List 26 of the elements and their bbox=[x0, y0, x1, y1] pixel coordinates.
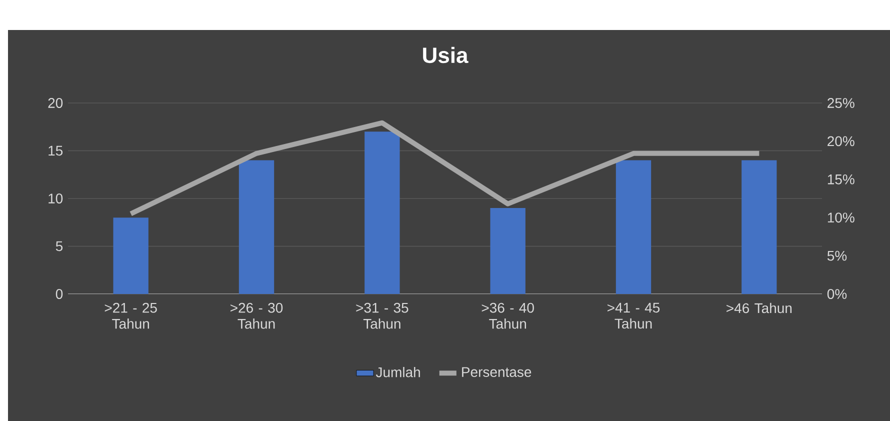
bar bbox=[113, 218, 148, 294]
y2-tick-label: 10% bbox=[828, 212, 854, 223]
y2-tick-label: 15% bbox=[828, 174, 854, 184]
bar bbox=[238, 160, 274, 294]
chart-title: Usia bbox=[423, 46, 468, 64]
y-tick-label: 5 bbox=[56, 241, 63, 252]
bar bbox=[742, 160, 777, 294]
y-tick-label: 20 bbox=[48, 98, 63, 108]
bar bbox=[490, 208, 526, 294]
y-tick-label: 15 bbox=[48, 146, 63, 156]
y2-tick-label: 0% bbox=[827, 289, 847, 299]
y2-tick-label: 5% bbox=[827, 250, 847, 261]
x-tick-label: >46 Tahun bbox=[726, 302, 792, 314]
bar bbox=[616, 160, 652, 294]
legend-label: Persentase bbox=[462, 367, 532, 377]
legend-label: Jumlah bbox=[376, 366, 420, 378]
y-tick-label: 10 bbox=[48, 194, 63, 204]
y-tick-label: 0 bbox=[56, 289, 63, 299]
y2-tick-label: 25% bbox=[828, 98, 854, 108]
x-tick-label: >31 - 35 Tahun bbox=[356, 302, 408, 329]
y2-tick-label: 20% bbox=[828, 136, 854, 146]
x-tick-label: >36 - 40 Tahun bbox=[482, 302, 534, 329]
bar bbox=[364, 132, 400, 294]
x-tick-label: >26 - 30 Tahun bbox=[230, 302, 283, 329]
x-tick-label: >41 - 45 Tahun bbox=[608, 302, 660, 329]
x-tick-label: >21 - 25 Tahun bbox=[104, 302, 157, 329]
